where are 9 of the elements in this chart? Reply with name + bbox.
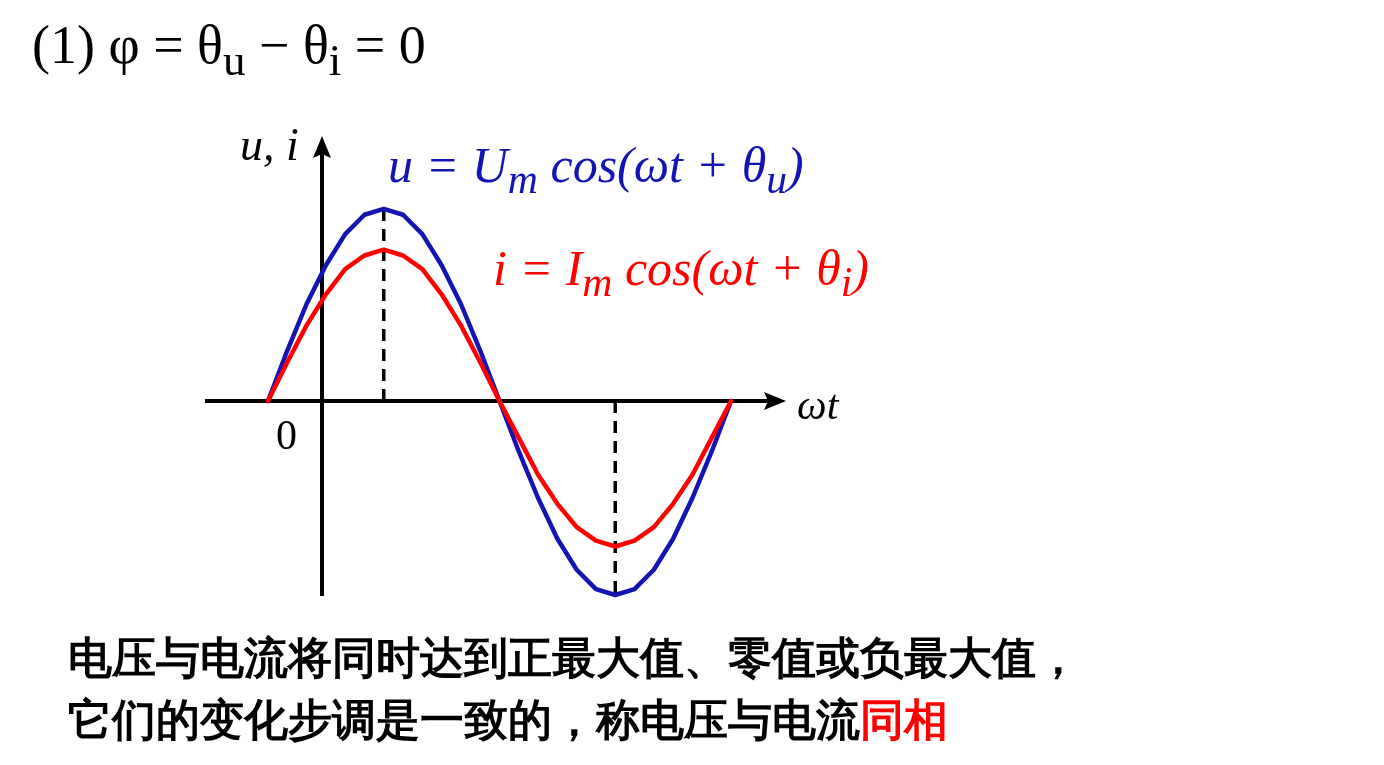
y-axis-title: u, i: [240, 119, 299, 170]
text: 同相: [860, 695, 948, 744]
text: 电压与电流将同时达到正最大值、零值或负最大值，: [68, 633, 1080, 682]
series-label: i = I$_{m}$ cos(ωt + θ$_{i}$): [493, 240, 869, 305]
x-axis-title: ωt: [797, 382, 839, 428]
series-label: u = U$_{m}$ cos(ωt + θ$_{u}$): [388, 137, 804, 202]
annotation: 0: [276, 412, 297, 458]
chart-title: (1) φ = θ$_{u}$ − θ$_{i}$ = 0: [32, 15, 426, 85]
text: 它们的变化步调是一致的，称电压与电流: [68, 695, 860, 744]
